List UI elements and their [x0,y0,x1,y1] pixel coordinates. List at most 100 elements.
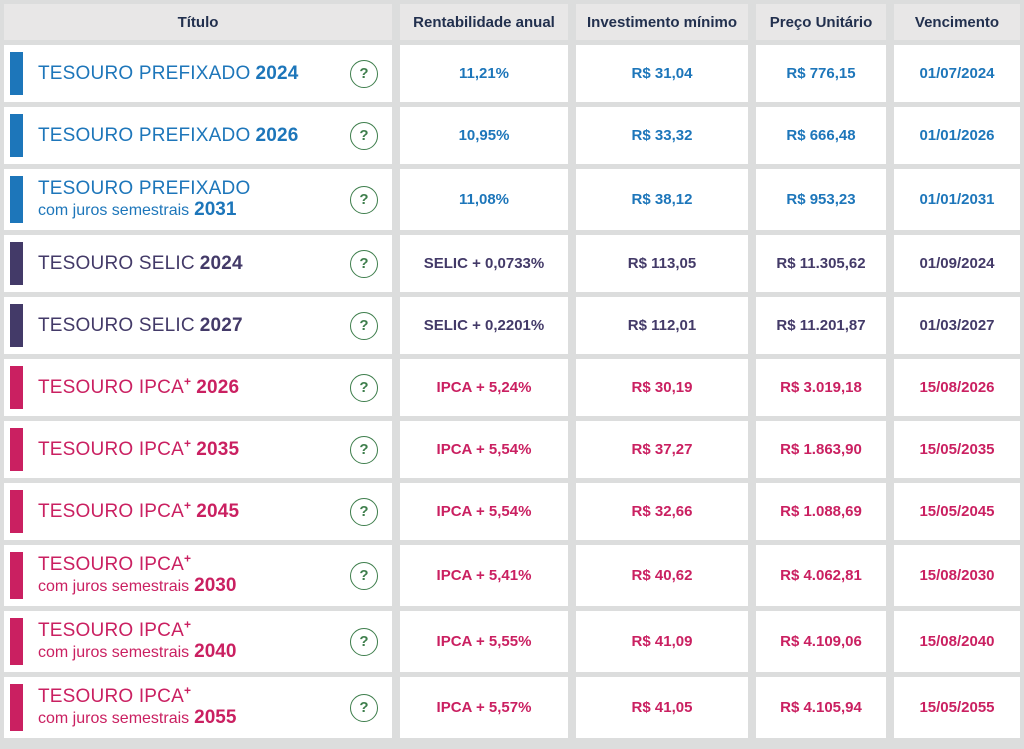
bond-row[interactable]: TESOURO IPCA+ 2045? IPCA + 5,54% R$ 32,66 R$… [4,483,1020,540]
help-icon[interactable]: ? [350,249,378,278]
bond-title-line1: TESOURO IPCA+ [38,619,350,642]
bond-title-line1: TESOURO SELIC 2027 [38,315,350,337]
bond-title-line2: com juros semestrais 2055 [38,708,350,729]
bond-year: 2040 [194,641,237,662]
bond-title-cell: TESOURO IPCA+ 2026? [4,359,392,416]
plus-superscript: + [183,436,192,451]
bond-name: TESOURO SELIC [38,314,195,336]
help-icon[interactable]: ? [350,497,378,526]
bond-year: 2027 [199,314,243,336]
help-icon[interactable]: ? [350,627,378,656]
annual-return-cell: IPCA + 5,55% [400,611,568,672]
help-icon[interactable]: ? [350,561,378,590]
bond-row[interactable]: TESOURO IPCA+ com juros semestrais 2040? IP… [4,611,1020,672]
bond-title-line1: TESOURO IPCA+ 2045 [38,498,350,523]
bond-title-cell: TESOURO IPCA+ com juros semestrais 2040? [4,611,392,672]
bond-title-cell: TESOURO IPCA+ com juros semestrais 2030? [4,545,392,606]
bond-title-cell: TESOURO PREFIXADO com juros semestrais 203… [4,169,392,230]
bond-title-cell: TESOURO PREFIXADO 2024? [4,45,392,102]
bond-row[interactable]: TESOURO IPCA+ 2026? IPCA + 5,24% R$ 30,19 R$… [4,359,1020,416]
min-investment-cell: R$ 41,05 [576,677,748,738]
plus-superscript: + [183,498,192,513]
bond-title-cell: TESOURO IPCA+ 2045? [4,483,392,540]
help-icon[interactable]: ? [350,311,378,340]
bond-year: 2055 [194,707,237,728]
annual-return-cell: 11,08% [400,169,568,230]
unit-price-cell: R$ 4.105,94 [756,677,886,738]
bond-row[interactable]: TESOURO SELIC 2024? SELIC + 0,0733% R$ 113,… [4,235,1020,292]
unit-price-cell: R$ 11.305,62 [756,235,886,292]
bond-name: TESOURO SELIC [38,252,195,274]
min-investment-cell: R$ 30,19 [576,359,748,416]
bond-title: TESOURO PREFIXADO 2026 [38,125,350,147]
maturity-cell: 15/05/2055 [894,677,1020,738]
maturity-cell: 01/09/2024 [894,235,1020,292]
bond-title-line2: com juros semestrais 2040 [38,642,350,663]
bond-row[interactable]: TESOURO IPCA+ 2035? IPCA + 5,54% R$ 37,27 R$… [4,421,1020,478]
bond-color-bar [10,490,23,533]
bond-title: TESOURO PREFIXADO 2024 [38,63,350,85]
plus-superscript: + [183,374,192,389]
annual-return-cell: 11,21% [400,45,568,102]
unit-price-cell: R$ 1.863,90 [756,421,886,478]
help-icon[interactable]: ? [350,185,378,214]
bond-year: 2024 [199,252,243,274]
bond-year: 2026 [255,124,299,146]
bond-title: TESOURO SELIC 2024 [38,253,350,275]
bond-title-cell: TESOURO IPCA+ com juros semestrais 2055? [4,677,392,738]
bond-title: TESOURO SELIC 2027 [38,315,350,337]
plus-superscript: + [183,551,192,566]
bond-title-line1: TESOURO IPCA+ [38,683,350,708]
min-investment-cell: R$ 32,66 [576,483,748,540]
unit-price-cell: R$ 1.088,69 [756,483,886,540]
help-icon[interactable]: ? [350,435,378,464]
unit-price-cell: R$ 776,15 [756,45,886,102]
annual-return-cell: IPCA + 5,54% [400,483,568,540]
column-header-investimento: Investimento mínimo [576,4,748,40]
help-icon[interactable]: ? [350,121,378,150]
min-investment-cell: R$ 112,01 [576,297,748,354]
annual-return-cell: IPCA + 5,41% [400,545,568,606]
plus-superscript: + [183,683,192,698]
bond-subtitle: com juros semestrais [38,578,190,595]
bond-color-bar [10,242,23,285]
annual-return-cell: 10,95% [400,107,568,164]
bond-row[interactable]: TESOURO IPCA+ com juros semestrais 2030? IP… [4,545,1020,606]
bond-color-bar [10,684,23,731]
bond-year: 2030 [194,575,237,596]
maturity-cell: 01/01/2031 [894,169,1020,230]
bond-name: TESOURO PREFIXADO [38,124,251,146]
bond-color-bar [10,176,23,223]
unit-price-cell: R$ 4.109,06 [756,611,886,672]
bond-title: TESOURO IPCA+ 2035 [38,436,350,461]
bond-title: TESOURO IPCA+ com juros semestrais 2055 [38,683,350,729]
help-icon[interactable]: ? [350,373,378,402]
min-investment-cell: R$ 38,12 [576,169,748,230]
unit-price-cell: R$ 3.019,18 [756,359,886,416]
bond-title: TESOURO PREFIXADO com juros semestrais 203… [38,178,350,221]
bond-color-bar [10,618,23,665]
maturity-cell: 15/05/2045 [894,483,1020,540]
bond-row[interactable]: TESOURO SELIC 2027? SELIC + 0,2201% R$ 112,… [4,297,1020,354]
bond-row[interactable]: TESOURO IPCA+ com juros semestrais 2055? IP… [4,677,1020,738]
min-investment-cell: R$ 37,27 [576,421,748,478]
unit-price-cell: R$ 666,48 [756,107,886,164]
min-investment-cell: R$ 40,62 [576,545,748,606]
bond-color-bar [10,52,23,95]
bond-color-bar [10,114,23,157]
bond-row[interactable]: TESOURO PREFIXADO 2026? 10,95% R$ 33,32 R$ 6… [4,107,1020,164]
bond-name: TESOURO IPCA [38,554,184,575]
table-header-row: Título Rentabilidade anual Investimento … [4,4,1020,40]
bond-subtitle: com juros semestrais [38,202,190,219]
bond-row[interactable]: TESOURO PREFIXADO 2024? 11,21% R$ 31,04 R$ 7… [4,45,1020,102]
bond-title-line1: TESOURO IPCA+ 2035 [38,436,350,461]
bond-row[interactable]: TESOURO PREFIXADO com juros semestrais 203… [4,169,1020,230]
bond-title: TESOURO IPCA+ com juros semestrais 2040 [38,619,350,663]
maturity-cell: 01/07/2024 [894,45,1020,102]
min-investment-cell: R$ 33,32 [576,107,748,164]
bond-color-bar [10,366,23,409]
help-icon[interactable]: ? [350,59,378,88]
help-icon[interactable]: ? [350,693,378,722]
maturity-cell: 01/03/2027 [894,297,1020,354]
bond-year: 2026 [196,376,240,398]
